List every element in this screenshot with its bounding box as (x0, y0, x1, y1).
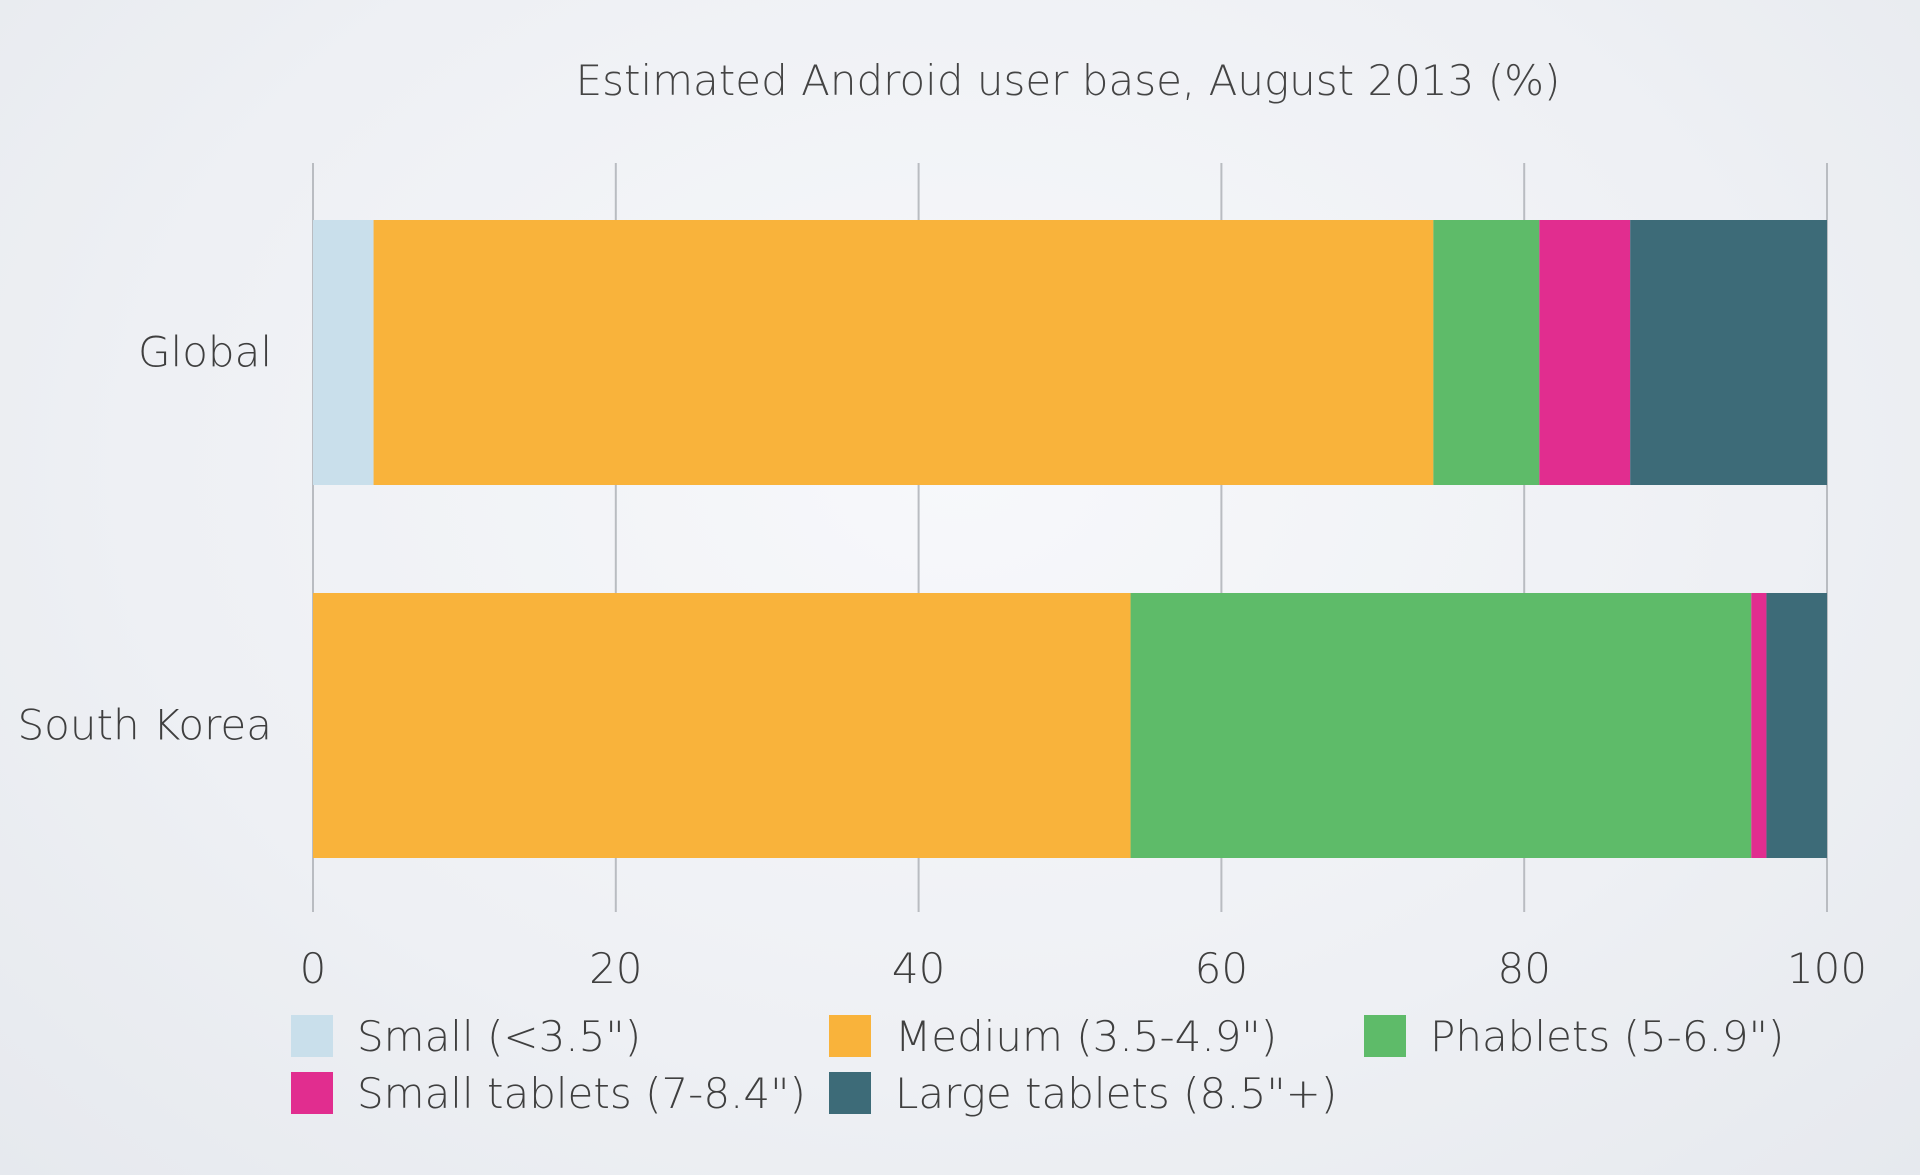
bar-global-segment-4 (1630, 220, 1827, 485)
bar-global-segment-3 (1539, 220, 1631, 485)
legend-label: Medium (3.5-4.9") (895, 1012, 1277, 1061)
chart-title: Estimated Android user base, August 2013… (576, 56, 1561, 105)
legend-label: Phablets (5-6.9") (1430, 1012, 1784, 1061)
legend-swatch (291, 1072, 333, 1114)
legend-swatch (1364, 1015, 1406, 1057)
x-tick-label: 0 (300, 944, 327, 993)
x-tick-label: 60 (1195, 944, 1248, 993)
x-tick-label: 100 (1787, 944, 1867, 993)
bar-global-segment-1 (373, 220, 1434, 485)
category-label: South Korea (18, 701, 272, 750)
bar-global-segment-2 (1433, 220, 1540, 485)
bar-south-korea-segment-4 (1766, 593, 1827, 858)
bar-south-korea-segment-1 (313, 593, 1131, 858)
x-tick-label: 20 (589, 944, 642, 993)
legend-swatch (829, 1015, 871, 1057)
legend-swatch (291, 1015, 333, 1057)
bar-south-korea-segment-3 (1751, 593, 1767, 858)
x-axis-ticks: 0 20 40 60 80 100 (300, 944, 1867, 993)
bar-south-korea-segment-2 (1130, 593, 1752, 858)
legend-label: Large tablets (8.5"+) (895, 1069, 1337, 1118)
legend-swatch (829, 1072, 871, 1114)
x-tick-label: 80 (1497, 944, 1550, 993)
legend: Small (<3.5") Medium (3.5-4.9") Phablets (… (291, 1012, 1784, 1118)
category-labels: Global South Korea (18, 328, 272, 750)
legend-label: Small tablets (7-8.4") (357, 1069, 806, 1118)
bar-global-segment-0 (313, 220, 374, 485)
category-label: Global (138, 328, 272, 377)
legend-label: Small (<3.5") (357, 1012, 641, 1061)
bars (313, 220, 1827, 858)
x-tick-label: 40 (892, 944, 945, 993)
